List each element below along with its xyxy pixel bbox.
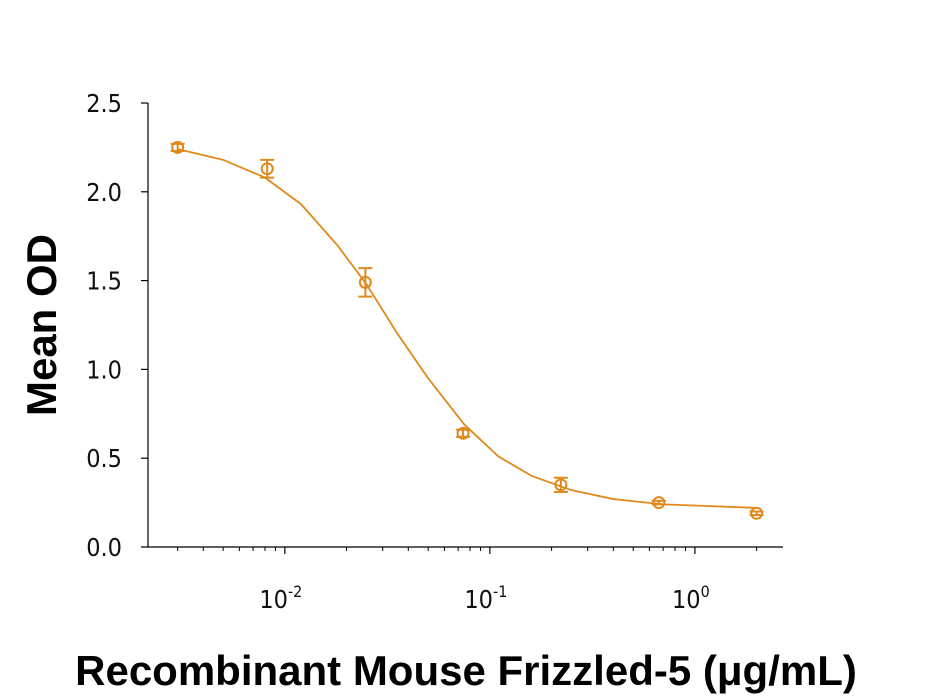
data-point [171, 140, 185, 154]
x-axis-title: Recombinant Mouse Frizzled-5 (μg/mL) [75, 647, 857, 694]
data-point [554, 478, 568, 492]
x-tick-label: 10-1 [464, 582, 507, 614]
y-tick-label: 2.0 [86, 178, 122, 207]
y-tick-label: 1.5 [86, 267, 122, 296]
tick-base: 10 [672, 585, 701, 614]
error-bar [358, 267, 373, 298]
tick-exponent: -2 [288, 582, 302, 601]
data-point [456, 426, 470, 440]
tick-base: 10 [464, 585, 493, 614]
y-tick-label: 0.0 [86, 533, 122, 562]
data-point [260, 162, 274, 176]
tick-exponent: 0 [701, 582, 710, 601]
data-point [652, 496, 666, 510]
y-axis-title: Mean OD [18, 234, 65, 416]
data-point [750, 506, 764, 520]
y-tick-label: 1.0 [86, 355, 122, 384]
y-tick-label: 2.5 [86, 89, 122, 118]
tick-exponent: -1 [493, 582, 507, 601]
data-point [358, 275, 372, 289]
x-tick-label: 10-2 [259, 582, 302, 614]
fit-curve [177, 148, 757, 509]
y-tick-label: 0.5 [86, 444, 122, 473]
x-tick-label: 100 [672, 582, 710, 614]
tick-base: 10 [259, 585, 288, 614]
